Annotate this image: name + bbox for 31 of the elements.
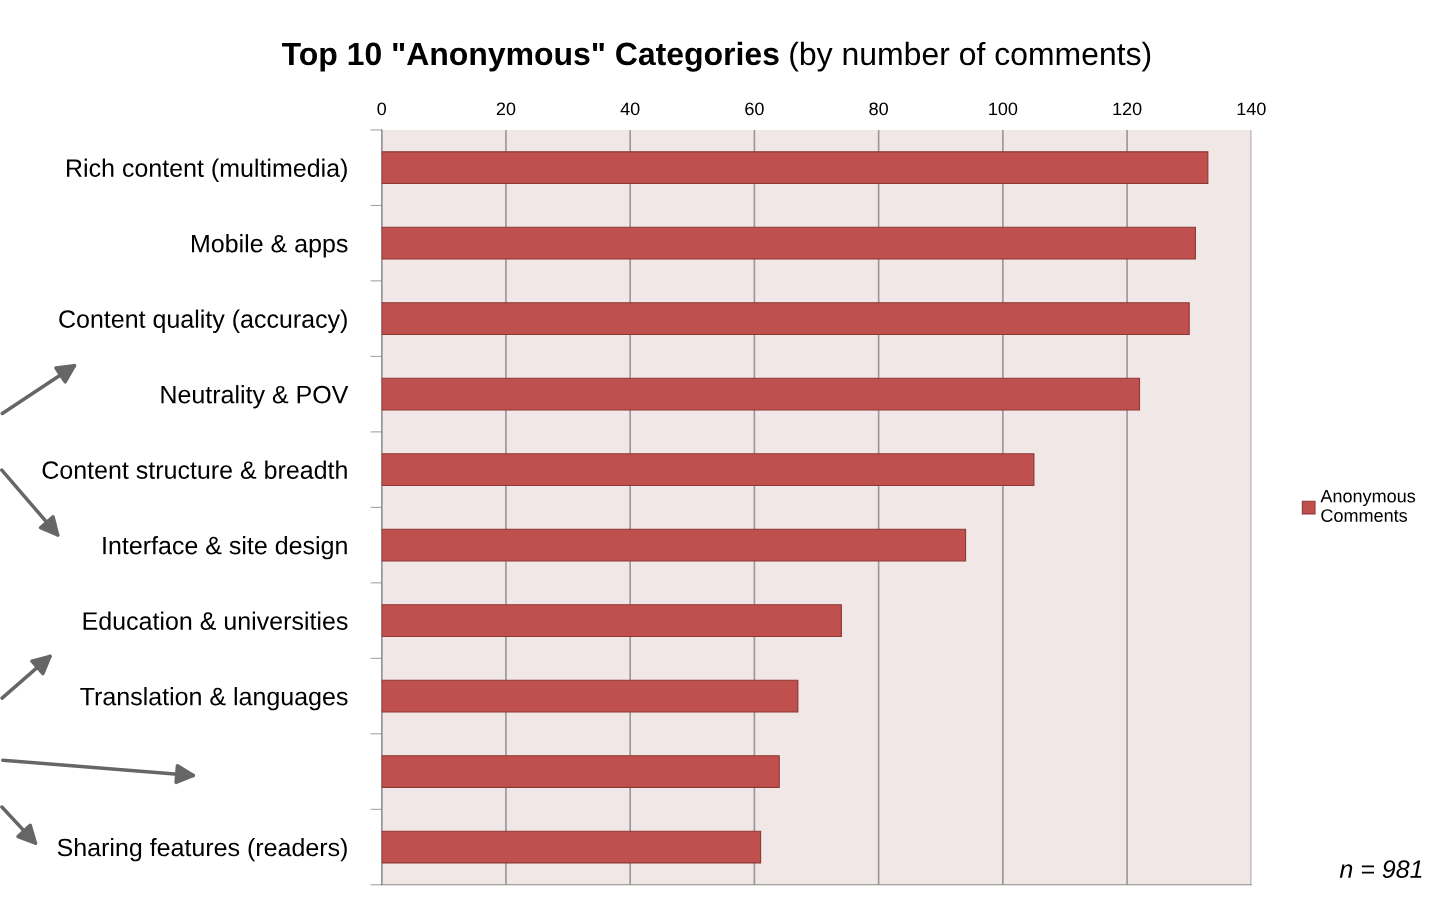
bar <box>381 151 1209 185</box>
text: n = 981 <box>1339 860 1422 879</box>
x-tick-label: 20 <box>496 102 516 116</box>
y-tick-label: Education & universities <box>83 611 348 630</box>
bar <box>381 604 842 638</box>
x-tick-label: 80 <box>869 102 888 116</box>
bar <box>381 453 1035 487</box>
y-tick-label: Content structure & breadth <box>42 460 347 479</box>
y-tick-label: Mobile & apps <box>192 234 348 258</box>
x-tick-label: 40 <box>620 102 640 116</box>
bar <box>381 226 1196 260</box>
y-tick-label: Interface & site design <box>103 536 347 560</box>
x-tick-label: 100 <box>989 102 1018 116</box>
bar <box>381 830 762 864</box>
bar <box>381 377 1141 411</box>
x-tick-label: 60 <box>745 102 764 116</box>
bar <box>381 528 967 562</box>
legend-label: Anonymous Comments <box>1320 489 1416 522</box>
y-tick-label: Rich content (multimedia) <box>67 158 347 182</box>
bar <box>381 755 780 788</box>
bar <box>381 302 1190 336</box>
chart-title: Top 10 "Anonymous" Categories <box>281 41 779 72</box>
x-tick-label: 0 <box>377 102 387 116</box>
x-tick-label: 140 <box>1237 102 1266 116</box>
y-tick-label: Translation & languages <box>80 687 348 711</box>
chart-subtitle: (by number of comments) <box>790 41 1151 72</box>
y-tick-label: Sharing features (readers) <box>57 838 347 862</box>
y-tick-label: Content quality (accuracy) <box>59 309 347 333</box>
x-tick-label: 120 <box>1113 102 1142 116</box>
y-tick-label: Neutrality & POV <box>161 385 349 409</box>
bar <box>381 679 799 713</box>
